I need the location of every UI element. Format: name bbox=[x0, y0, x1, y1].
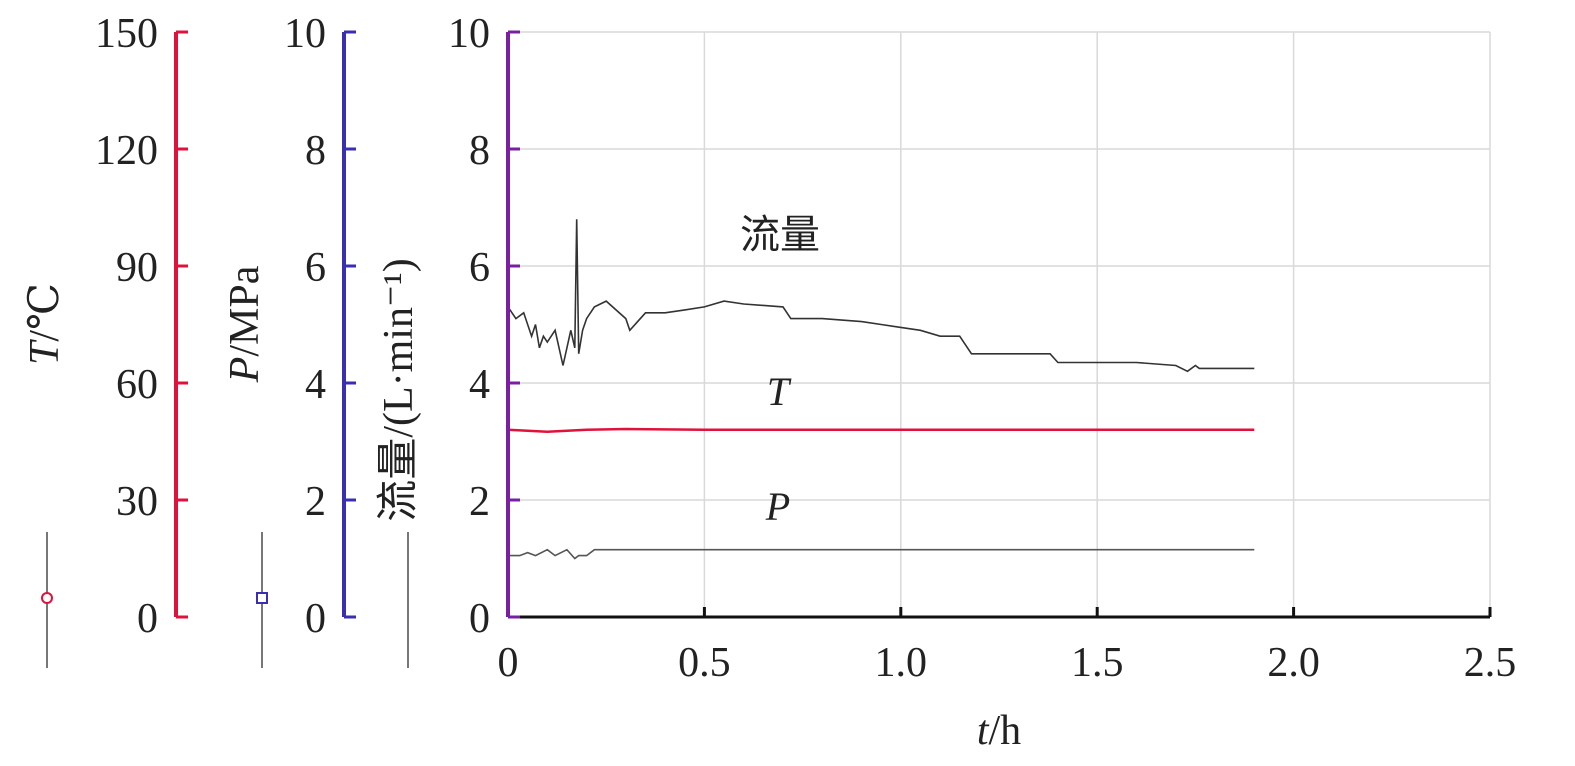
pressure-tick-label: 6 bbox=[305, 245, 326, 291]
flow-axis-label: 流量/(L·min⁻¹) bbox=[376, 258, 422, 521]
temperature-axis-label: T/℃ bbox=[22, 283, 68, 365]
flow-axis-label-text: 流量/(L·min⁻¹) bbox=[376, 258, 422, 521]
x-tick-label: 2.0 bbox=[1267, 640, 1320, 686]
pressure-tick-label: 10 bbox=[284, 11, 326, 57]
flow-tick-label: 8 bbox=[469, 128, 490, 174]
pressure-tick-label: 0 bbox=[305, 596, 326, 642]
x-tick-label: 0.5 bbox=[678, 640, 731, 686]
series-annotation-T: T bbox=[767, 369, 792, 414]
temperature-tick-label: 60 bbox=[116, 362, 158, 408]
flow-tick-label: 4 bbox=[469, 362, 490, 408]
x-tick-label: 0 bbox=[498, 640, 519, 686]
temperature-tick-label: 90 bbox=[116, 245, 158, 291]
series-annotation-P: P bbox=[765, 484, 790, 529]
series-line-T bbox=[507, 427, 1255, 434]
pressure-tick-label: 8 bbox=[305, 128, 326, 174]
x-tick-label: 2.5 bbox=[1464, 640, 1517, 686]
pressure-tick-label: 2 bbox=[305, 479, 326, 525]
grid bbox=[508, 31, 1491, 617]
pressure-axis-label: P/MPa bbox=[222, 265, 268, 383]
temperature-tick-label: 120 bbox=[95, 128, 158, 174]
x-axis-label: t/h bbox=[977, 708, 1021, 754]
temperature-tick-label: 30 bbox=[116, 479, 158, 525]
pressure-legend-marker bbox=[256, 592, 268, 604]
temperature-tick-label: 0 bbox=[137, 596, 158, 642]
flow-tick-label: 2 bbox=[469, 479, 490, 525]
flow-tick-label: 10 bbox=[448, 11, 490, 57]
temperature-tick-label: 150 bbox=[95, 11, 158, 57]
series-line-flow bbox=[507, 219, 1255, 373]
flow-tick-label: 6 bbox=[469, 245, 490, 291]
x-tick-label: 1.5 bbox=[1071, 640, 1124, 686]
axes: 0 0.5 1.0 1.5 2.0 2.5t/h0306090120150T/℃02468… bbox=[22, 11, 1516, 754]
pressure-axis-label-text: P/MPa bbox=[222, 265, 268, 383]
series-annotation-flow: 流量 bbox=[740, 212, 820, 257]
flow-tick-label: 0 bbox=[469, 596, 490, 642]
pressure-tick-label: 4 bbox=[305, 362, 326, 408]
annotations: 流量 T P bbox=[740, 212, 820, 529]
plot-series bbox=[507, 219, 1255, 560]
temperature-axis-label-text: T/℃ bbox=[22, 283, 68, 365]
x-tick-label: 1.0 bbox=[875, 640, 928, 686]
series-line-P bbox=[508, 548, 1255, 560]
temperature-legend-marker bbox=[41, 592, 53, 604]
